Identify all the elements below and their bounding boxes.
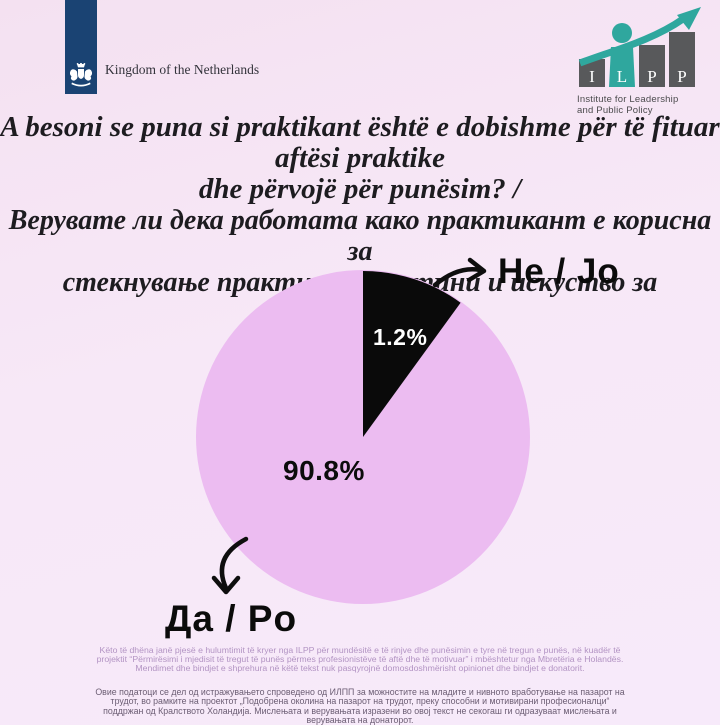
label-no: Не / Jo xyxy=(498,252,620,291)
ilpp-letter-p2: P xyxy=(677,67,686,86)
netherlands-logo: Kingdom of the Netherlands xyxy=(0,0,340,100)
pie-value-yes: 90.8% xyxy=(283,455,365,486)
ilpp-letter-l: L xyxy=(617,67,627,86)
pie-value-no: 1.2% xyxy=(373,324,428,350)
netherlands-coat-of-arms-icon xyxy=(69,63,93,87)
pie-chart xyxy=(196,270,530,604)
question-albanian-line1: A besoni se puna si praktikant është e d… xyxy=(0,111,720,174)
ilpp-bar-4 xyxy=(669,32,695,87)
ilpp-arrowhead-icon xyxy=(677,7,701,30)
ilpp-logo-graphic: I L P P xyxy=(578,7,701,87)
ilpp-person-body-icon xyxy=(609,47,635,87)
disclaimer-macedonian: Овие податоци се дел од истражувањето сп… xyxy=(95,687,625,725)
netherlands-logo-label: Kingdom of the Netherlands xyxy=(105,62,260,77)
ilpp-letter-p1: P xyxy=(647,67,656,86)
ilpp-bar-3 xyxy=(639,45,665,87)
netherlands-logo-bar xyxy=(65,0,97,94)
ilpp-person-head-icon xyxy=(612,23,632,43)
ilpp-letter-i: I xyxy=(589,67,595,86)
question-macedonian-line1: Верувате ли дека работата како практикан… xyxy=(8,205,712,267)
ilpp-caption-line1: Institute for Leadership xyxy=(577,94,679,105)
ilpp-growth-arrow xyxy=(578,16,686,67)
ilpp-caption-line2: and Public Policy xyxy=(577,104,653,116)
ilpp-logo: I L P P Institute for Leadership and Pub… xyxy=(577,5,713,115)
label-yes: Да / Po xyxy=(165,598,298,639)
disclaimer-albanian: Këto të dhëna janë pjesë e hulumtimit të… xyxy=(96,645,624,674)
question-albanian-line2: dhe përvojë për punësim? / xyxy=(198,173,522,205)
pie-slice-no xyxy=(363,271,461,437)
